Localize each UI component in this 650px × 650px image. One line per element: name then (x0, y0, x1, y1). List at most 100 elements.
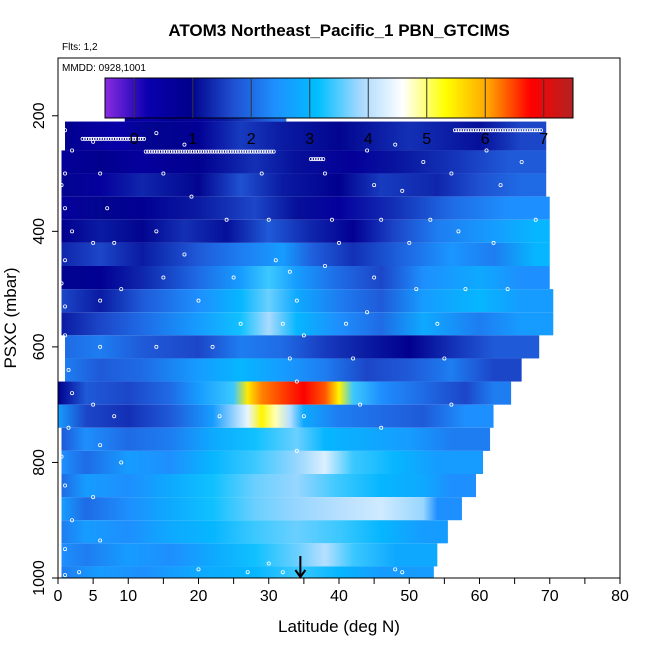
flight-track-point (119, 460, 124, 465)
flight-track-point (92, 136, 97, 141)
y-tick-label: 400 (31, 218, 48, 245)
colorbar-tick-label: 4 (364, 131, 373, 148)
flight-track-point (217, 149, 222, 154)
flight-track-point (505, 287, 510, 292)
flight-track-point (210, 149, 215, 154)
x-tick-label: 0 (54, 588, 63, 605)
flight-track-point (273, 258, 278, 263)
flight-track-point (329, 217, 334, 222)
flight-track-point (122, 136, 127, 141)
flight-track-point (154, 344, 159, 349)
heatmap-band (65, 358, 522, 382)
flight-track-point (379, 425, 384, 430)
heatmap-band (61, 196, 550, 220)
x-tick-label: 50 (400, 588, 418, 605)
flight-track-point (502, 128, 507, 133)
heatmap-band (61, 543, 438, 567)
flight-track-point (313, 157, 318, 162)
dates-label: MMDD: 0928,1001 (62, 63, 146, 74)
y-tick-label: 1000 (31, 560, 48, 596)
flight-track-point (63, 206, 68, 211)
flight-track-point (143, 149, 148, 154)
flight-track-point (183, 149, 188, 154)
flight-track-point (70, 229, 75, 234)
flight-track-point (70, 518, 75, 523)
heatmap-band (61, 173, 547, 197)
flight-track-point (98, 538, 103, 543)
flight-track-point (491, 240, 496, 245)
flight-track-point (421, 159, 426, 164)
flight-track-point (200, 149, 205, 154)
colorbar: 0 1 2 3 4 5 6 7 (104, 77, 574, 148)
flight-track-point (460, 128, 465, 133)
flight-track-point (479, 128, 484, 133)
flight-track-point (318, 157, 323, 162)
heatmap-band (61, 242, 550, 266)
flight-track-point (487, 128, 492, 133)
flight-track-point (365, 310, 370, 315)
flight-track-point (222, 149, 227, 154)
flight-track-point (238, 321, 243, 326)
flight-track-point (182, 142, 187, 147)
flight-track-point (115, 136, 120, 141)
flight-track-point (189, 194, 194, 199)
flight-track-point (91, 402, 96, 407)
flight-track-point (66, 425, 71, 430)
flight-track-point (98, 298, 103, 303)
flight-track-point (117, 136, 122, 141)
flight-track-point (163, 149, 168, 154)
flight-track-point (153, 149, 158, 154)
flight-track-point (158, 149, 163, 154)
flight-track-point (254, 149, 259, 154)
flight-track-point (134, 136, 139, 141)
flight-track-point (91, 139, 96, 144)
colorbar-gradient (104, 77, 574, 119)
x-tick-label: 80 (611, 588, 629, 605)
flight-track-point (519, 128, 524, 133)
flight-track-point (400, 570, 405, 575)
flight-track-point (124, 136, 129, 141)
flight-track-point (180, 149, 185, 154)
flight-track-point (232, 149, 237, 154)
flight-track-point (266, 217, 271, 222)
flight-track-point (59, 350, 64, 355)
heatmap-band (65, 121, 547, 151)
heatmap-band (65, 335, 540, 359)
flight-track-point (294, 448, 299, 453)
flight-track-point (529, 128, 534, 133)
flight-track-point (87, 136, 92, 141)
heatmap-bands (58, 98, 554, 578)
flight-track-point (98, 344, 103, 349)
flight-track-point (256, 149, 261, 154)
x-tick-label: 70 (541, 588, 559, 605)
flight-track-point (91, 495, 96, 500)
flight-track-point (271, 149, 276, 154)
flight-track-point (533, 217, 538, 222)
flight-track-point (452, 128, 457, 133)
flight-track-point (63, 304, 68, 309)
colorbar-tick-label: 2 (247, 131, 256, 148)
flight-track-point (266, 561, 271, 566)
flight-track-point (301, 333, 306, 338)
flight-track-point (269, 149, 274, 154)
marker-arrow-head (294, 569, 307, 579)
flight-track-point (102, 136, 107, 141)
flight-track-point (477, 128, 482, 133)
flight-track-point (245, 570, 250, 575)
flight-track-point (414, 287, 419, 292)
flight-track-point (63, 547, 68, 552)
flight-track-point (242, 149, 247, 154)
flight-track-point (98, 171, 103, 176)
flight-track-point (372, 275, 377, 280)
flight-track-point (379, 217, 384, 222)
flight-track-point (80, 136, 85, 141)
flight-track-point (509, 128, 514, 133)
flight-track-point (154, 131, 159, 136)
flight-track-point (97, 136, 102, 141)
flight-track-point (249, 149, 254, 154)
heatmap-band (61, 150, 547, 174)
heatmap-band (58, 381, 512, 405)
flight-track-point (229, 149, 234, 154)
flight-track-point (536, 128, 541, 133)
